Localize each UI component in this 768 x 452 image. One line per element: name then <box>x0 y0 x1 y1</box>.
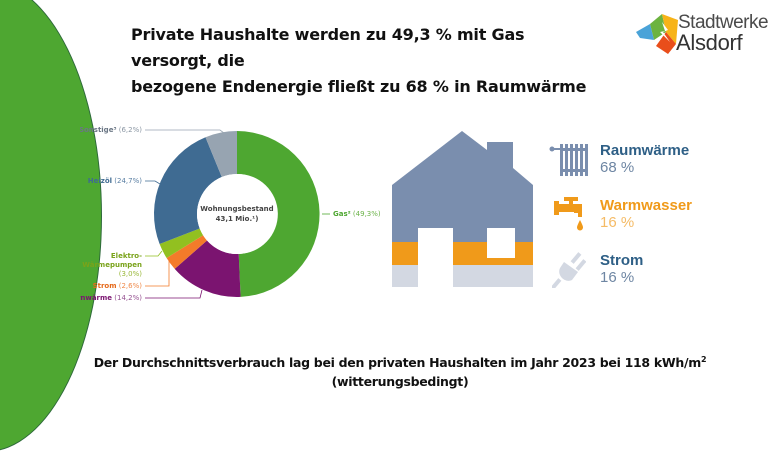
footer-line-1: Der Durchschnittsverbrauch lag bei den p… <box>80 350 720 372</box>
footer-note: Der Durchschnittsverbrauch lag bei den p… <box>80 350 720 391</box>
faucet-icon <box>554 197 583 231</box>
legend-warmwasser-value: 16 % <box>600 214 635 231</box>
title-line-1: Private Haushalte werden zu 49,3 % mit G… <box>131 25 525 70</box>
label-waermepumpen-1: Elektro- <box>111 252 142 260</box>
segment-strom <box>166 235 207 269</box>
plug-icon <box>552 252 586 288</box>
legend-strom-value: 16 % <box>600 269 635 286</box>
segment-waermepumpen <box>159 228 204 258</box>
label-gas: Gas² (49,3%) <box>333 210 380 218</box>
house-window <box>487 228 515 258</box>
title-line-2: bezogene Endenergie fließt zu 68 % in Ra… <box>131 77 587 96</box>
segment-gas <box>237 131 320 297</box>
page-title: Private Haushalte werden zu 49,3 % mit G… <box>131 22 601 100</box>
logo-text-stadtwerke: Stadtwerke <box>678 12 768 33</box>
house-band-strom <box>392 265 533 287</box>
house-body <box>392 131 533 242</box>
logo-text-alsdorf: Alsdorf <box>676 30 743 55</box>
label-waermepumpen-3: (3,0%) <box>119 270 143 278</box>
legend-warmwasser: Warmwasser 16 % <box>600 197 692 232</box>
legend-raumwaerme: Raumwärme 68 % <box>600 142 689 177</box>
footer-line-1-text: Der Durchschnittsverbrauch lag bei den p… <box>93 355 702 371</box>
legend-strom: Strom 16 % <box>600 252 643 287</box>
segment-fernwaerme <box>174 240 241 297</box>
house-door <box>418 228 453 288</box>
segment-sonstige <box>205 131 237 177</box>
logo-icon <box>636 14 678 54</box>
footer-superscript: 2 <box>700 355 707 364</box>
label-fernwaerme: Fernwärme (14,2%) <box>80 294 142 302</box>
footer-line-2: (witterungsbedingt) <box>331 374 469 390</box>
donut-center-value: 43,1 Mio.¹) <box>216 215 259 223</box>
label-heizoel: Heizöl (24,7%) <box>88 177 142 185</box>
legend-raumwaerme-name: Raumwärme <box>600 142 690 159</box>
label-sonstige: Sonstige³ (6,2%) <box>80 126 142 134</box>
segment-heizoel <box>153 137 222 244</box>
radiator-icon <box>549 144 588 176</box>
legend-warmwasser-name: Warmwasser <box>600 197 692 214</box>
label-waermepumpen-2: Wärmepumpen <box>82 261 142 269</box>
donut-chart: Wohnungsbestand 43,1 Mio.¹) Sonstige³ (6… <box>80 126 380 302</box>
label-strom: Strom (2,6%) <box>93 282 143 290</box>
donut-center-title: Wohnungsbestand <box>200 205 273 213</box>
legend-strom-name: Strom <box>600 252 644 269</box>
donut-segments <box>153 131 320 297</box>
legend-raumwaerme-value: 68 % <box>600 159 635 176</box>
house-pictogram <box>392 131 533 288</box>
